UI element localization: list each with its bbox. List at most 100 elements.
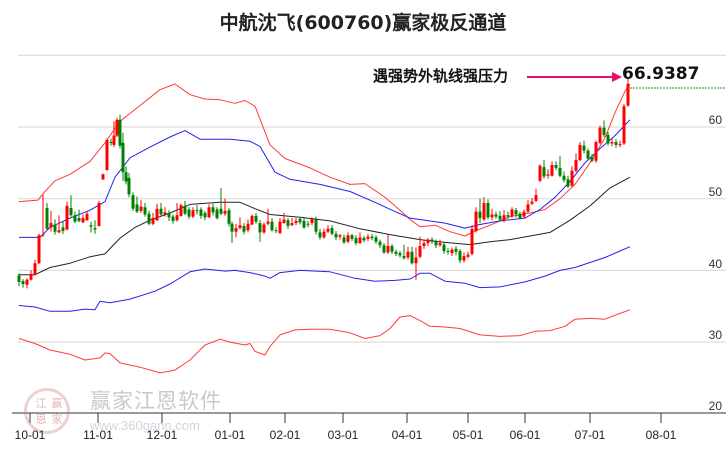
candle-body	[542, 167, 546, 177]
candle-body	[77, 218, 81, 221]
candle-body	[582, 145, 586, 151]
candle-body	[270, 221, 274, 231]
candle-body	[29, 273, 33, 280]
channel-lines	[18, 83, 631, 374]
candle-body	[326, 228, 330, 232]
candle-body	[562, 175, 566, 181]
candle-body	[454, 248, 458, 252]
candle-body	[81, 218, 85, 223]
candle-body	[458, 251, 462, 261]
candle-body	[538, 165, 542, 181]
candle-body	[135, 204, 139, 212]
candle-body	[246, 223, 250, 231]
channel-line-outer_lower	[18, 309, 631, 374]
candle-body	[112, 135, 116, 145]
candle-body	[358, 237, 362, 244]
x-tick-label: 07-01	[574, 428, 606, 442]
candle-body	[127, 177, 131, 195]
candle-body	[159, 208, 163, 215]
candle-body	[522, 211, 526, 217]
candle-body	[175, 215, 179, 221]
candle-body	[139, 206, 143, 211]
candle-body	[163, 212, 167, 215]
candle-body	[354, 238, 358, 244]
candle-body	[191, 210, 195, 217]
candle-body	[41, 234, 45, 236]
x-tick-label: 02-01	[269, 428, 301, 442]
candle-body	[274, 230, 278, 232]
channel-line-inner_upper	[19, 119, 631, 238]
candle-body	[25, 279, 29, 285]
y-tick-label: 40	[708, 257, 722, 271]
candle-body	[187, 209, 191, 217]
candle-body	[266, 221, 270, 224]
candle-body	[121, 142, 125, 173]
x-tick-label: 05-01	[452, 428, 484, 442]
candle-body	[143, 207, 147, 215]
candle-body	[550, 165, 554, 176]
watermark-logo-char: 赢	[51, 397, 63, 410]
candle-body	[219, 208, 223, 214]
candle-body	[586, 150, 590, 159]
candle-body	[61, 227, 65, 231]
watermark-brand: 赢家江恩软件	[90, 389, 222, 413]
candle-body	[105, 139, 109, 171]
candle-body	[510, 209, 514, 216]
candle-body	[446, 251, 450, 253]
candle-body	[434, 241, 438, 246]
candle-body	[610, 142, 614, 144]
candle-body	[262, 224, 266, 233]
candle-body	[390, 246, 394, 252]
candle-body	[147, 213, 151, 224]
x-tick-label: 04-01	[391, 428, 423, 442]
candle-body	[518, 213, 522, 219]
candle-body	[215, 209, 219, 219]
candle-body	[410, 251, 414, 264]
y-tick-label: 20	[708, 399, 722, 413]
watermark-logo-icon: 江 赢 恩 家	[24, 388, 70, 434]
candle-body	[234, 228, 238, 232]
y-tick-label: 50	[708, 185, 722, 199]
candle-body	[199, 209, 203, 216]
annotation-label: 遇强势外轨线强压力	[373, 67, 509, 85]
candle-body	[227, 210, 231, 224]
candle-body	[230, 223, 234, 232]
candle-body	[89, 225, 93, 227]
candle-body	[101, 174, 105, 180]
candle-body	[254, 215, 258, 222]
candle-body	[49, 223, 53, 228]
channel-line-outer_upper	[18, 83, 631, 237]
x-tick-label: 12-01	[146, 428, 178, 442]
candle-body	[482, 203, 486, 220]
candle-body	[167, 213, 171, 218]
candle-body	[418, 246, 422, 257]
candle-body	[618, 144, 622, 146]
candle-body	[578, 144, 582, 160]
watermark-url: www.360gann.com	[90, 418, 200, 433]
candle-body	[566, 179, 570, 187]
candle-body	[342, 237, 346, 243]
candle-body	[438, 243, 442, 246]
annotation-arrow	[527, 72, 726, 89]
candle-body	[362, 238, 366, 241]
x-tick-label: 01-01	[214, 428, 246, 442]
candle-body	[73, 215, 77, 222]
arrow-head-icon	[612, 72, 622, 82]
x-tick-label: 11-01	[83, 428, 113, 442]
candle-body	[183, 205, 187, 214]
candle-body	[65, 205, 69, 230]
candle-body	[622, 106, 626, 144]
candle-body	[151, 218, 155, 224]
candle-body	[514, 210, 518, 215]
candle-body	[490, 214, 494, 218]
candle-body	[318, 232, 322, 238]
candle-body	[171, 216, 175, 221]
candle-body	[506, 215, 510, 217]
candle-body	[33, 263, 37, 275]
candle-body	[422, 243, 426, 247]
candle-body	[346, 235, 350, 242]
channel-line-inner_lower	[18, 246, 631, 312]
candle-body	[282, 219, 286, 224]
candle-body	[45, 208, 49, 229]
candle-body	[109, 142, 113, 144]
